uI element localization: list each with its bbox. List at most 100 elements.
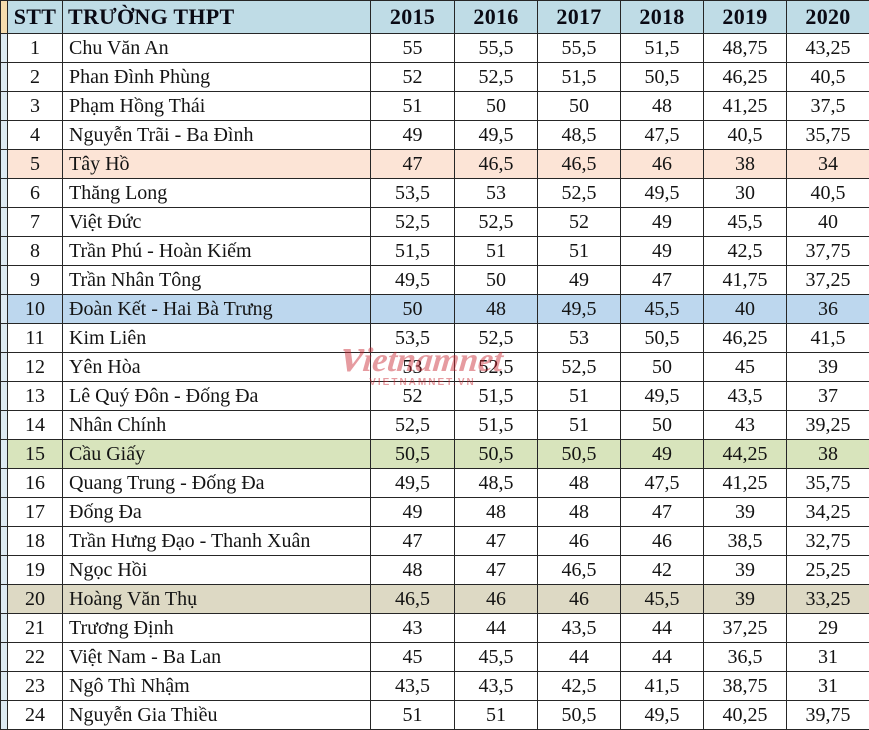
score-cell: 41,5	[786, 323, 869, 353]
score-cell: 55,5	[537, 33, 621, 63]
score-cell: 38,5	[703, 526, 787, 556]
score-cell: 52,5	[454, 352, 538, 382]
score-cell: 32,75	[786, 526, 869, 556]
score-cell: 44	[620, 613, 704, 643]
score-cell: 40,5	[786, 62, 869, 92]
score-cell: 40	[786, 207, 869, 237]
score-cell: 49	[370, 120, 455, 150]
score-cell: 46,5	[537, 149, 621, 179]
score-cell: 51,5	[454, 381, 538, 411]
score-cell: 52,5	[454, 62, 538, 92]
score-cell: 48	[454, 497, 538, 527]
score-cell: 53	[537, 323, 621, 353]
row-number-cell: 5	[7, 149, 63, 179]
score-cell: 44	[454, 613, 538, 643]
score-cell: 51	[370, 700, 455, 730]
score-cell: 39	[786, 352, 869, 382]
school-name-cell: Kim Liên	[62, 323, 371, 353]
score-cell: 35,75	[786, 468, 869, 498]
row-number-cell: 14	[7, 410, 63, 440]
row-number-cell: 4	[7, 120, 63, 150]
score-cell: 40,5	[703, 120, 787, 150]
row-edge-strip	[0, 526, 8, 556]
row-number-cell: 12	[7, 352, 63, 382]
score-cell: 46	[620, 526, 704, 556]
score-cell: 36	[786, 294, 869, 324]
score-cell: 50,5	[370, 439, 455, 469]
score-cell: 52,5	[454, 207, 538, 237]
row-edge-strip	[0, 555, 8, 585]
row-number-cell: 20	[7, 584, 63, 614]
score-cell: 40,5	[786, 178, 869, 208]
row-number-cell: 10	[7, 294, 63, 324]
row-edge-strip	[0, 33, 8, 63]
score-cell: 46,25	[703, 62, 787, 92]
score-cell: 37,5	[786, 91, 869, 121]
school-name-cell: Việt Nam - Ba Lan	[62, 642, 371, 672]
score-cell: 48,5	[454, 468, 538, 498]
score-cell: 43,5	[454, 671, 538, 701]
score-cell: 50,5	[454, 439, 538, 469]
row-number-cell: 18	[7, 526, 63, 556]
score-cell: 48	[370, 555, 455, 585]
score-cell: 52,5	[454, 323, 538, 353]
table-row: 18 Trần Hưng Đạo - Thanh Xuân 47 47 46 46 38,5…	[0, 526, 869, 556]
score-cell: 49	[537, 265, 621, 295]
score-cell: 39	[703, 555, 787, 585]
table-body: 1 Chu Văn An 55 55,5 55,5 51,5 48,75 43,25 2 Phan…	[0, 33, 869, 730]
row-edge-strip	[0, 323, 8, 353]
score-cell: 30	[703, 178, 787, 208]
score-cell: 45	[703, 352, 787, 382]
score-cell: 49,5	[537, 294, 621, 324]
score-cell: 42,5	[703, 236, 787, 266]
row-edge-strip	[0, 265, 8, 295]
row-number-cell: 3	[7, 91, 63, 121]
row-edge-strip	[0, 149, 8, 179]
school-name-cell: Trần Nhân Tông	[62, 265, 371, 295]
score-cell: 50	[537, 91, 621, 121]
score-cell: 52,5	[370, 207, 455, 237]
score-cell: 37,25	[703, 613, 787, 643]
school-name-cell: Thăng Long	[62, 178, 371, 208]
school-name-cell: Chu Văn An	[62, 33, 371, 63]
row-edge-strip	[0, 439, 8, 469]
score-cell: 53	[454, 178, 538, 208]
school-name-cell: Quang Trung - Đống Đa	[62, 468, 371, 498]
row-number-cell: 23	[7, 671, 63, 701]
row-number-cell: 13	[7, 381, 63, 411]
score-cell: 51,5	[454, 410, 538, 440]
score-cell: 49,5	[620, 381, 704, 411]
score-cell: 46	[454, 584, 538, 614]
score-cell: 43,5	[703, 381, 787, 411]
score-cell: 41,75	[703, 265, 787, 295]
score-cell: 49,5	[370, 265, 455, 295]
row-edge-strip	[0, 178, 8, 208]
column-header-2018: 2018	[620, 0, 704, 34]
score-cell: 31	[786, 671, 869, 701]
score-cell: 46	[537, 526, 621, 556]
score-cell: 43,5	[370, 671, 455, 701]
row-edge-strip	[0, 497, 8, 527]
score-cell: 47	[454, 526, 538, 556]
score-cell: 45	[370, 642, 455, 672]
row-edge-strip	[0, 207, 8, 237]
school-name-cell: Hoàng Văn Thụ	[62, 584, 371, 614]
row-edge-strip	[0, 700, 8, 730]
score-cell: 31	[786, 642, 869, 672]
score-cell: 29	[786, 613, 869, 643]
row-number-cell: 21	[7, 613, 63, 643]
table-row: 13 Lê Quý Đôn - Đống Đa 52 51,5 51 49,5 43,5 37	[0, 381, 869, 411]
score-cell: 49,5	[620, 178, 704, 208]
score-cell: 46	[620, 149, 704, 179]
table-row: 1 Chu Văn An 55 55,5 55,5 51,5 48,75 43,25	[0, 33, 869, 63]
column-header-2019: 2019	[703, 0, 787, 34]
column-header-2020: 2020	[786, 0, 869, 34]
table-row: 4 Nguyễn Trãi - Ba Đình 49 49,5 48,5 47,5 40,5…	[0, 120, 869, 150]
score-cell: 52,5	[370, 410, 455, 440]
column-header-stt: STT	[7, 0, 63, 34]
school-name-cell: Đống Đa	[62, 497, 371, 527]
score-cell: 45,5	[703, 207, 787, 237]
score-cell: 48	[537, 497, 621, 527]
school-name-cell: Yên Hòa	[62, 352, 371, 382]
table-row: 16 Quang Trung - Đống Đa 49,5 48,5 48 47,5 41,…	[0, 468, 869, 498]
